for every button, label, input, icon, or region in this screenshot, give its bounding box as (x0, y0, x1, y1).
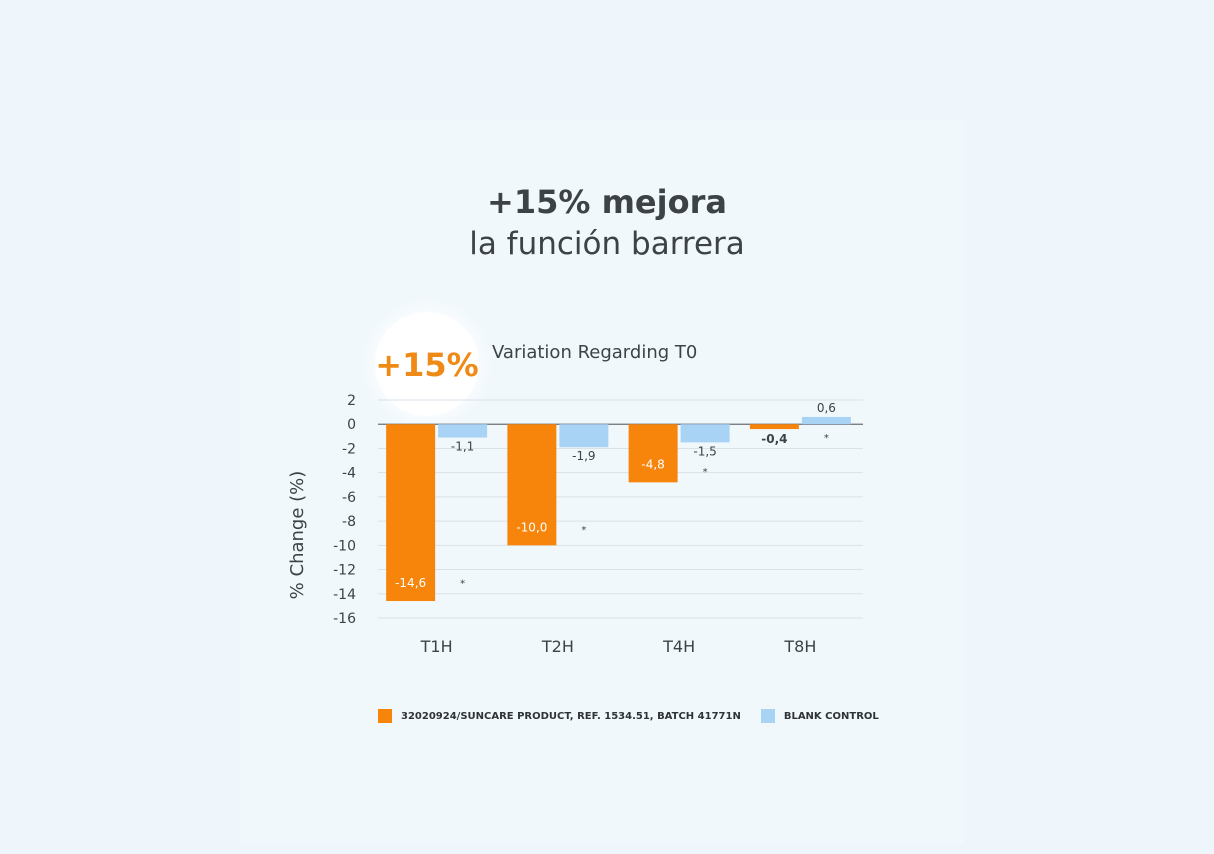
bar-product-t8h (749, 424, 799, 430)
chart-card (240, 120, 964, 844)
x-tick-label: T2H (541, 637, 574, 656)
x-tick-label: T1H (420, 637, 453, 656)
significance-marker: * (581, 525, 586, 536)
y-tick-label: -16 (333, 611, 356, 627)
bar-product-t1h (386, 424, 436, 602)
heading-title: +15% mejora (487, 183, 727, 221)
data-label: -10,0 (516, 520, 547, 534)
legend-item-product: 32020924/SUNCARE PRODUCT, REF. 1534.51, … (378, 709, 741, 723)
y-tick-label: -14 (333, 587, 356, 603)
significance-marker: * (824, 433, 829, 444)
y-tick-label: 0 (347, 417, 356, 433)
legend-swatch-product (378, 709, 392, 723)
legend-label-product: 32020924/SUNCARE PRODUCT, REF. 1534.51, … (401, 710, 741, 722)
data-label: -14,6 (395, 576, 426, 590)
data-label: -1,1 (451, 440, 474, 454)
heading-subtitle: la función barrera (469, 226, 745, 262)
legend-swatch-control (760, 709, 775, 723)
bar-control-t4h (680, 424, 730, 443)
data-label: -1,9 (572, 449, 595, 463)
y-tick-label: -8 (342, 514, 356, 530)
badge-text: +15% (375, 346, 478, 384)
page-heading: +15% mejora la función barrera (0, 180, 1214, 264)
bar-product-t2h (507, 424, 557, 546)
y-tick-label: -4 (342, 466, 356, 482)
significance-marker: * (460, 578, 465, 589)
legend-item-control: BLANK CONTROL (760, 709, 879, 723)
bar-control-t1h (438, 424, 488, 438)
data-label: 0,6 (817, 401, 836, 415)
y-tick-label: -12 (333, 563, 356, 579)
badge-circle (375, 312, 479, 416)
data-label: -0,4 (761, 432, 787, 446)
data-label: -4,8 (641, 457, 664, 471)
data-label: -1,5 (693, 444, 716, 458)
legend-label-control: BLANK CONTROL (783, 710, 879, 722)
legend: 32020924/SUNCARE PRODUCT, REF. 1534.51, … (378, 709, 899, 723)
badge: +15% (371, 308, 483, 420)
y-tick-label: -2 (342, 441, 356, 457)
bar-product-t4h (628, 424, 678, 483)
significance-marker: * (703, 467, 708, 478)
bar-control-t2h (559, 424, 609, 448)
x-tick-label: T8H (783, 637, 816, 656)
y-axis-label: % Change (%) (287, 471, 308, 600)
y-tick-label: -10 (333, 538, 356, 554)
x-tick-label: T4H (662, 637, 695, 656)
bar-control-t8h (801, 416, 851, 425)
y-tick-label: 2 (347, 393, 356, 409)
y-tick-label: -6 (342, 490, 356, 506)
chart-title: Variation Regarding T0 (492, 342, 697, 363)
